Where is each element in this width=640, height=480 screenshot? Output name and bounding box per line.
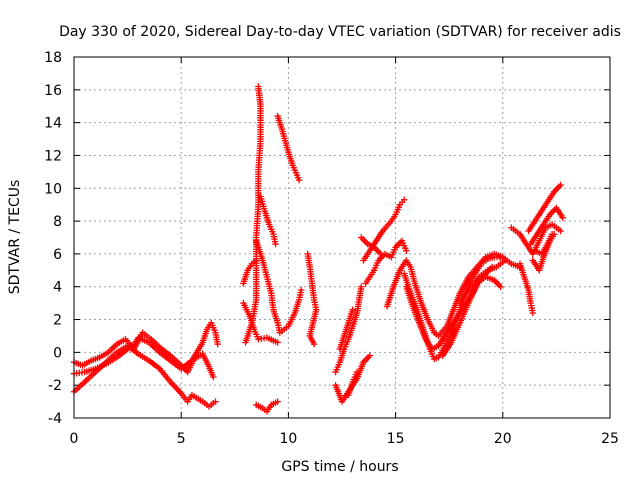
data-point — [548, 231, 556, 238]
data-point — [403, 247, 410, 254]
y-tick-label: 14 — [44, 116, 62, 132]
y-tick-label: 6 — [53, 247, 62, 263]
y-tick-label: -2 — [48, 378, 62, 394]
plot-frame — [73, 56, 611, 419]
data-point — [212, 398, 219, 405]
x-tick-label: 25 — [601, 431, 619, 447]
y-tick-label: 4 — [53, 280, 62, 296]
series-arc-18 — [358, 234, 384, 258]
data-point — [298, 286, 305, 294]
series-arc-17 — [362, 237, 410, 287]
data-point — [214, 340, 221, 348]
series-arc-10 — [253, 398, 281, 415]
data-marks — [70, 83, 567, 415]
y-tick-label: 10 — [44, 181, 62, 197]
series-arc-23 — [456, 257, 509, 307]
data-point — [253, 257, 260, 264]
x-tick-label: 10 — [279, 431, 297, 447]
x-axis-label: GPS time / hours — [281, 459, 398, 475]
data-point — [210, 373, 217, 381]
data-point — [501, 257, 509, 264]
data-point — [255, 83, 262, 90]
y-axis-label: SDTVAR / TECUs — [7, 180, 23, 295]
series-arc-7 — [257, 193, 279, 248]
series-arc-27 — [516, 260, 537, 317]
series-arc-3 — [70, 329, 217, 381]
data-point — [295, 176, 303, 184]
x-tick-label: 20 — [494, 431, 512, 447]
data-point — [349, 306, 356, 313]
tick-labels: 0 5 10 15 20 25 -4 -2 0 2 4 6 8 10 12 14 16 18 — [44, 50, 619, 447]
data-point — [274, 339, 281, 346]
series-arc-15 — [336, 306, 356, 353]
series-arc-19 — [383, 250, 524, 340]
series-arc-11 — [304, 250, 320, 348]
data-point — [559, 214, 567, 222]
series-arc-14 — [345, 368, 361, 399]
data-point — [274, 398, 281, 405]
data-point — [529, 309, 537, 317]
data-point — [358, 283, 365, 290]
data-point — [557, 227, 564, 235]
data-point — [400, 196, 408, 203]
data-point — [497, 283, 504, 290]
data-point — [353, 368, 361, 376]
series-arc-1 — [70, 342, 219, 410]
y-tick-label: 16 — [44, 83, 62, 99]
series-arc-29 — [531, 231, 556, 258]
data-point — [557, 181, 564, 189]
grid-lines — [74, 57, 610, 418]
series-arc-9 — [240, 299, 281, 346]
data-point — [310, 340, 318, 348]
series-arc-6 — [274, 112, 303, 184]
chart-title: Day 330 of 2020, Sidereal Day-to-day VTE… — [59, 24, 621, 40]
series-arc-4 — [242, 83, 264, 346]
series-arc-13 — [332, 283, 365, 376]
x-tick-label: 0 — [70, 431, 79, 447]
x-tick-label: 15 — [387, 431, 405, 447]
y-tick-label: 0 — [53, 345, 62, 361]
y-tick-label: 2 — [53, 313, 62, 329]
y-tick-label: -4 — [48, 411, 62, 427]
series-arc-5 — [253, 237, 305, 336]
series-arc-26 — [527, 204, 567, 248]
y-tick-label: 8 — [53, 214, 62, 230]
y-tick-label: 12 — [44, 148, 62, 164]
y-tick-label: 18 — [44, 50, 62, 66]
series-arc-2 — [70, 319, 221, 377]
data-point — [272, 240, 279, 248]
series-arc-8 — [240, 257, 260, 287]
data-point — [366, 352, 374, 359]
series-arc-25 — [525, 181, 564, 235]
data-point — [377, 250, 384, 258]
x-tick-label: 5 — [177, 431, 186, 447]
